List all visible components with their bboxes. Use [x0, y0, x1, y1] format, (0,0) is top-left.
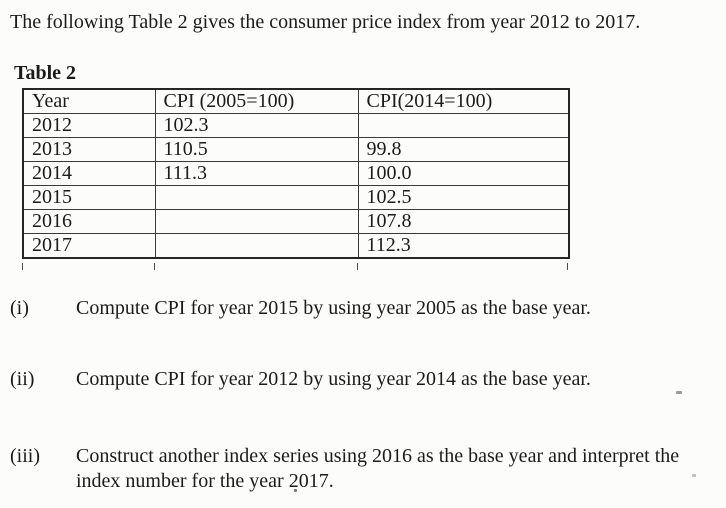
table-row: 2014 111.3 100.0 [22, 161, 570, 186]
cell-cpi-2005 [154, 185, 359, 210]
table-row: 2013 110.5 99.8 [22, 137, 570, 162]
question-i: (i) Compute CPI for year 2015 by using y… [10, 296, 591, 321]
cell-year: 2013 [22, 137, 156, 162]
cell-year: 2016 [22, 209, 156, 234]
column-header-cpi-2014: CPI(2014=100) [357, 88, 570, 114]
question-iii-text: Construct another index series using 201… [76, 445, 680, 492]
column-header-year: Year [22, 88, 156, 114]
cell-cpi-2005: 111.3 [154, 161, 359, 186]
cell-cpi-2014 [357, 113, 570, 138]
table-border-stub [357, 263, 358, 270]
cell-cpi-2014: 112.3 [357, 233, 570, 259]
table-header-row: Year CPI (2005=100) CPI(2014=100) [22, 88, 570, 114]
scan-speck [676, 391, 682, 394]
table-row: 2012 102.3 [22, 113, 570, 138]
scan-speck [294, 489, 297, 492]
question-iii: (iii) Construct another index series usi… [10, 444, 716, 494]
table-border-stub [567, 263, 568, 270]
cell-year: 2015 [22, 185, 156, 210]
table-row: 2017 112.3 [22, 233, 570, 259]
cell-year: 2017 [22, 233, 156, 259]
table-border-stub [22, 263, 23, 270]
table-row: 2016 107.8 [22, 209, 570, 234]
table-2-label: Table 2 [14, 62, 77, 84]
question-ii-number: (ii) [10, 368, 35, 390]
cell-cpi-2014: 102.5 [357, 185, 570, 210]
cell-year: 2012 [22, 113, 156, 138]
cell-cpi-2005 [154, 209, 359, 234]
cpi-table: Year CPI (2005=100) CPI(2014=100) 2012 1… [22, 88, 570, 259]
intro-paragraph: The following Table 2 gives the consumer… [10, 11, 641, 33]
cell-cpi-2014: 100.0 [357, 161, 570, 186]
cell-cpi-2014: 107.8 [357, 209, 570, 234]
question-i-text: Compute CPI for year 2015 by using year … [76, 297, 591, 319]
cell-cpi-2005 [154, 233, 359, 259]
cell-cpi-2005: 102.3 [154, 113, 359, 138]
table-border-stub [154, 263, 155, 270]
scan-speck [692, 474, 696, 477]
question-ii-text: Compute CPI for year 2012 by using year … [76, 368, 591, 390]
cell-cpi-2014: 99.8 [357, 137, 570, 162]
question-i-number: (i) [10, 297, 29, 319]
table-row: 2015 102.5 [22, 185, 570, 210]
question-iii-number: (iii) [10, 445, 40, 467]
cell-cpi-2005: 110.5 [154, 137, 359, 162]
question-ii: (ii) Compute CPI for year 2012 by using … [10, 367, 591, 392]
column-header-cpi-2005: CPI (2005=100) [154, 88, 359, 114]
cell-year: 2014 [22, 161, 156, 186]
